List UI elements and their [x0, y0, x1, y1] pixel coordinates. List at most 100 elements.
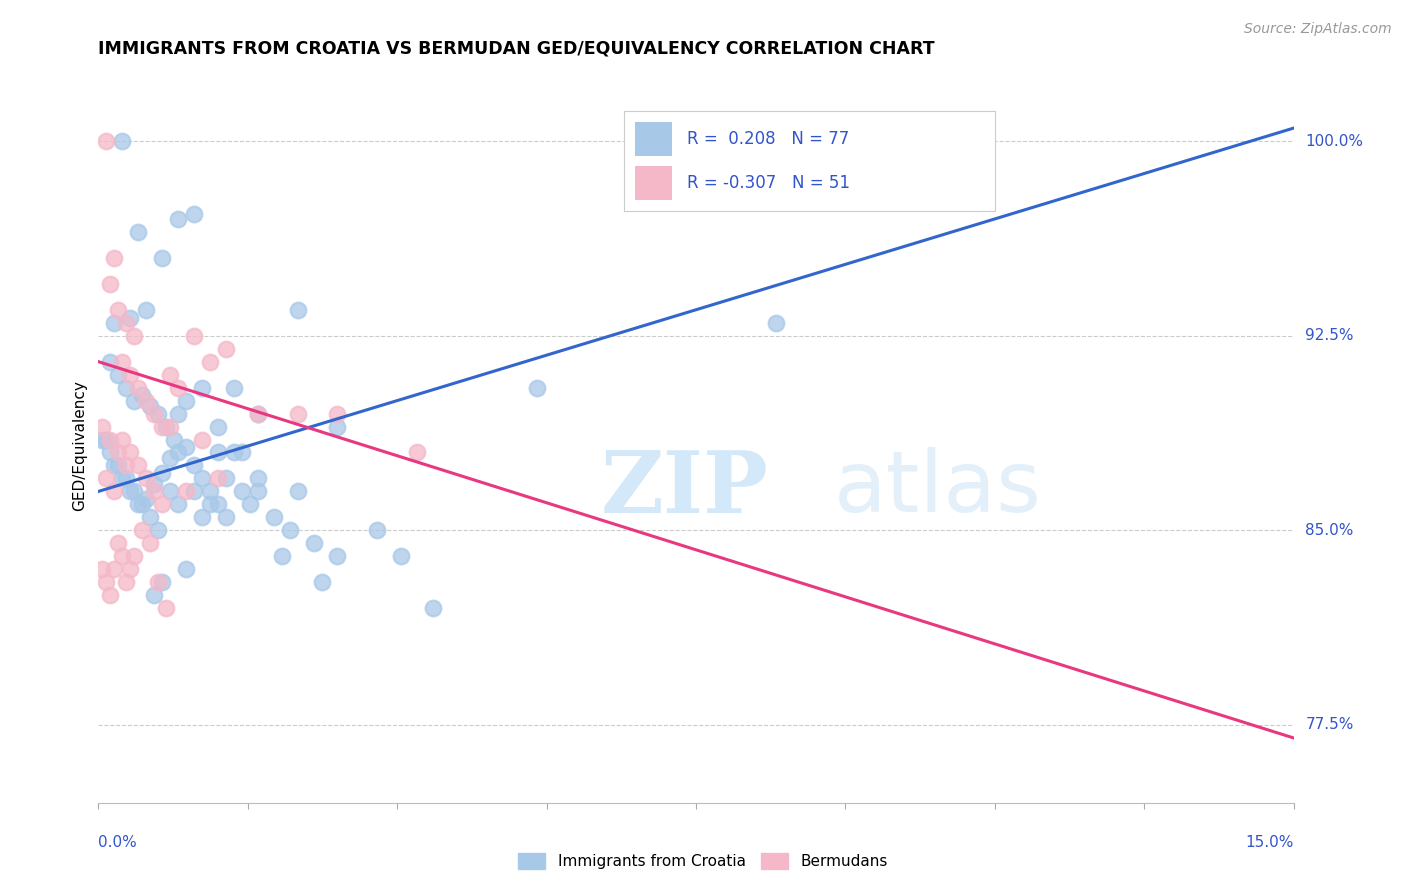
Point [174, 440, 197, 454]
Point [150, 419, 173, 434]
Point [124, 393, 146, 408]
Point [263, 510, 285, 524]
Text: 0.0%: 0.0% [98, 835, 138, 850]
Point [124, 484, 146, 499]
Point [139, 399, 162, 413]
Point [159, 484, 181, 499]
Point [107, 445, 129, 459]
Point [246, 407, 269, 421]
Point [246, 407, 269, 421]
Text: atlas: atlas [834, 447, 1042, 531]
Point [287, 302, 309, 317]
Point [163, 433, 186, 447]
Point [191, 471, 214, 485]
Point [96, 471, 118, 485]
Point [111, 471, 134, 485]
Y-axis label: GED/Equivalency: GED/Equivalency [72, 381, 87, 511]
Point [120, 445, 142, 459]
Point [96, 134, 118, 148]
Point [111, 433, 134, 447]
Point [127, 225, 149, 239]
Point [115, 381, 138, 395]
Point [107, 458, 129, 473]
Point [107, 302, 129, 317]
Point [127, 458, 149, 473]
Point [98, 445, 122, 459]
Point [148, 575, 170, 590]
Point [239, 497, 262, 511]
Point [135, 302, 157, 317]
Point [183, 458, 205, 473]
Point [150, 575, 173, 590]
Point [139, 536, 162, 550]
Point [422, 601, 444, 615]
Point [222, 445, 245, 459]
Point [143, 484, 166, 499]
Point [127, 381, 149, 395]
Point [98, 588, 122, 602]
Point [311, 575, 333, 590]
Point [159, 419, 181, 434]
Point [143, 588, 166, 602]
Point [287, 484, 309, 499]
Text: IMMIGRANTS FROM CROATIA VS BERMUDAN GED/EQUIVALENCY CORRELATION CHART: IMMIGRANTS FROM CROATIA VS BERMUDAN GED/… [98, 40, 935, 58]
Point [111, 354, 134, 368]
Point [103, 484, 125, 499]
Text: 100.0%: 100.0% [1305, 134, 1364, 149]
Point [103, 562, 125, 576]
Point [191, 510, 214, 524]
Point [174, 393, 197, 408]
Point [98, 354, 122, 368]
Point [91, 562, 114, 576]
Point [115, 471, 138, 485]
Point [167, 445, 190, 459]
Point [963, 809, 986, 823]
Point [115, 458, 138, 473]
Point [115, 575, 138, 590]
Point [167, 407, 190, 421]
Point [183, 484, 205, 499]
Point [148, 407, 170, 421]
Point [198, 354, 221, 368]
Point [167, 497, 190, 511]
Point [406, 445, 429, 459]
Point [115, 316, 138, 330]
Point [98, 433, 122, 447]
Point [120, 310, 142, 325]
Point [765, 316, 787, 330]
Text: 77.5%: 77.5% [1305, 717, 1354, 732]
Point [111, 549, 134, 564]
Point [107, 368, 129, 382]
Text: 85.0%: 85.0% [1305, 523, 1354, 538]
Point [326, 419, 349, 434]
Point [302, 536, 325, 550]
Point [127, 497, 149, 511]
Point [103, 316, 125, 330]
Point [215, 342, 238, 356]
Point [207, 471, 229, 485]
Text: 92.5%: 92.5% [1305, 328, 1354, 343]
Point [191, 381, 214, 395]
Point [111, 134, 134, 148]
Legend: Immigrants from Croatia, Bermudans: Immigrants from Croatia, Bermudans [512, 847, 894, 875]
Point [155, 601, 177, 615]
Point [148, 524, 170, 538]
Point [91, 433, 114, 447]
Point [326, 407, 349, 421]
Point [183, 207, 205, 221]
Point [222, 381, 245, 395]
Point [124, 549, 146, 564]
Point [150, 251, 173, 265]
Point [159, 450, 181, 465]
Point [246, 471, 269, 485]
Point [131, 388, 153, 402]
Point [143, 476, 166, 491]
Point [120, 562, 142, 576]
Point [287, 407, 309, 421]
Point [135, 471, 157, 485]
Point [278, 524, 301, 538]
Point [270, 549, 292, 564]
Point [135, 492, 157, 507]
Point [124, 328, 146, 343]
Point [131, 497, 153, 511]
